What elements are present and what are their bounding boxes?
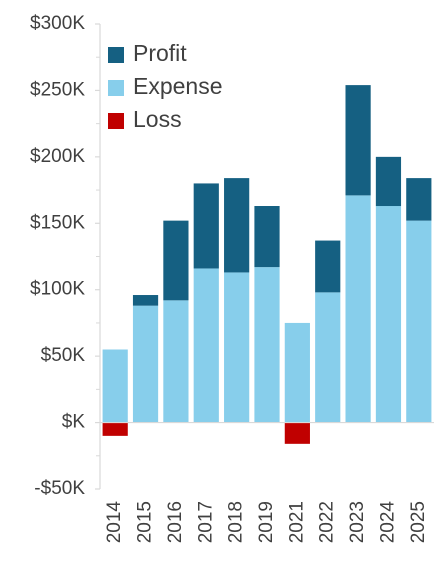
x-tick-label: 2018 (226, 501, 247, 543)
x-tick-label: 2022 (317, 501, 338, 543)
x-tick-label: 2024 (377, 501, 398, 544)
x-tick-label: 2017 (195, 501, 216, 543)
legend-label-loss: Loss (133, 106, 182, 132)
bar-profit-2019 (254, 206, 280, 268)
y-tick-label: $K (62, 412, 86, 433)
bar-profit-2023 (345, 85, 371, 196)
bar-loss-2021 (284, 422, 310, 444)
bar-expense-2023 (345, 195, 371, 423)
legend-swatch-loss (108, 113, 124, 129)
legend: Profit Expense Loss (108, 40, 223, 132)
bar-expense-2018 (224, 272, 250, 423)
y-tick-label: $100K (30, 279, 85, 300)
x-tick-label: 2021 (286, 501, 307, 543)
bar-profit-2025 (406, 178, 432, 221)
y-tick-label: $300K (30, 13, 85, 34)
bar-expense-2014 (102, 349, 128, 423)
bar-expense-2021 (284, 322, 310, 423)
legend-label-profit: Profit (133, 40, 187, 66)
y-tick-label: -$50K (34, 478, 85, 499)
x-tick-label: 2015 (135, 501, 156, 543)
x-tick-label: 2016 (165, 501, 186, 543)
bar-expense-2017 (193, 268, 219, 423)
y-axis: -$50K $K $50K $100K $150K $200K $250K $300K (30, 13, 101, 499)
bar-expense-2016 (163, 300, 189, 423)
legend-swatch-expense (108, 80, 124, 96)
bar-profit-2022 (315, 240, 341, 293)
y-tick-label: $250K (30, 79, 85, 100)
bar-expense-2025 (406, 220, 432, 423)
bar-loss-2014 (102, 422, 128, 436)
x-tick-label: 2023 (347, 501, 368, 543)
y-tick-label: $200K (30, 146, 85, 167)
bar-profit-2015 (132, 295, 159, 306)
bar-expense-2024 (375, 206, 402, 423)
bar-expense-2015 (132, 305, 159, 423)
x-tick-label: 2025 (408, 501, 429, 543)
y-tick-label: $50K (41, 345, 86, 366)
bar-profit-2018 (224, 178, 250, 273)
x-tick-label: 2014 (104, 501, 125, 544)
bar-profit-2017 (193, 183, 219, 269)
bar-expense-2019 (254, 267, 280, 423)
bar-profit-2016 (163, 220, 189, 301)
x-tick-label: 2019 (256, 501, 277, 543)
legend-label-expense: Expense (133, 73, 223, 99)
x-axis: 2014 2015 2016 2017 2018 2019 2021 2022 2023 2024… (100, 421, 434, 544)
bar-profit-2024 (375, 156, 402, 207)
y-tick-label: $150K (30, 212, 85, 233)
legend-swatch-profit (108, 47, 124, 63)
bar-expense-2022 (315, 292, 341, 423)
bars (102, 85, 432, 444)
